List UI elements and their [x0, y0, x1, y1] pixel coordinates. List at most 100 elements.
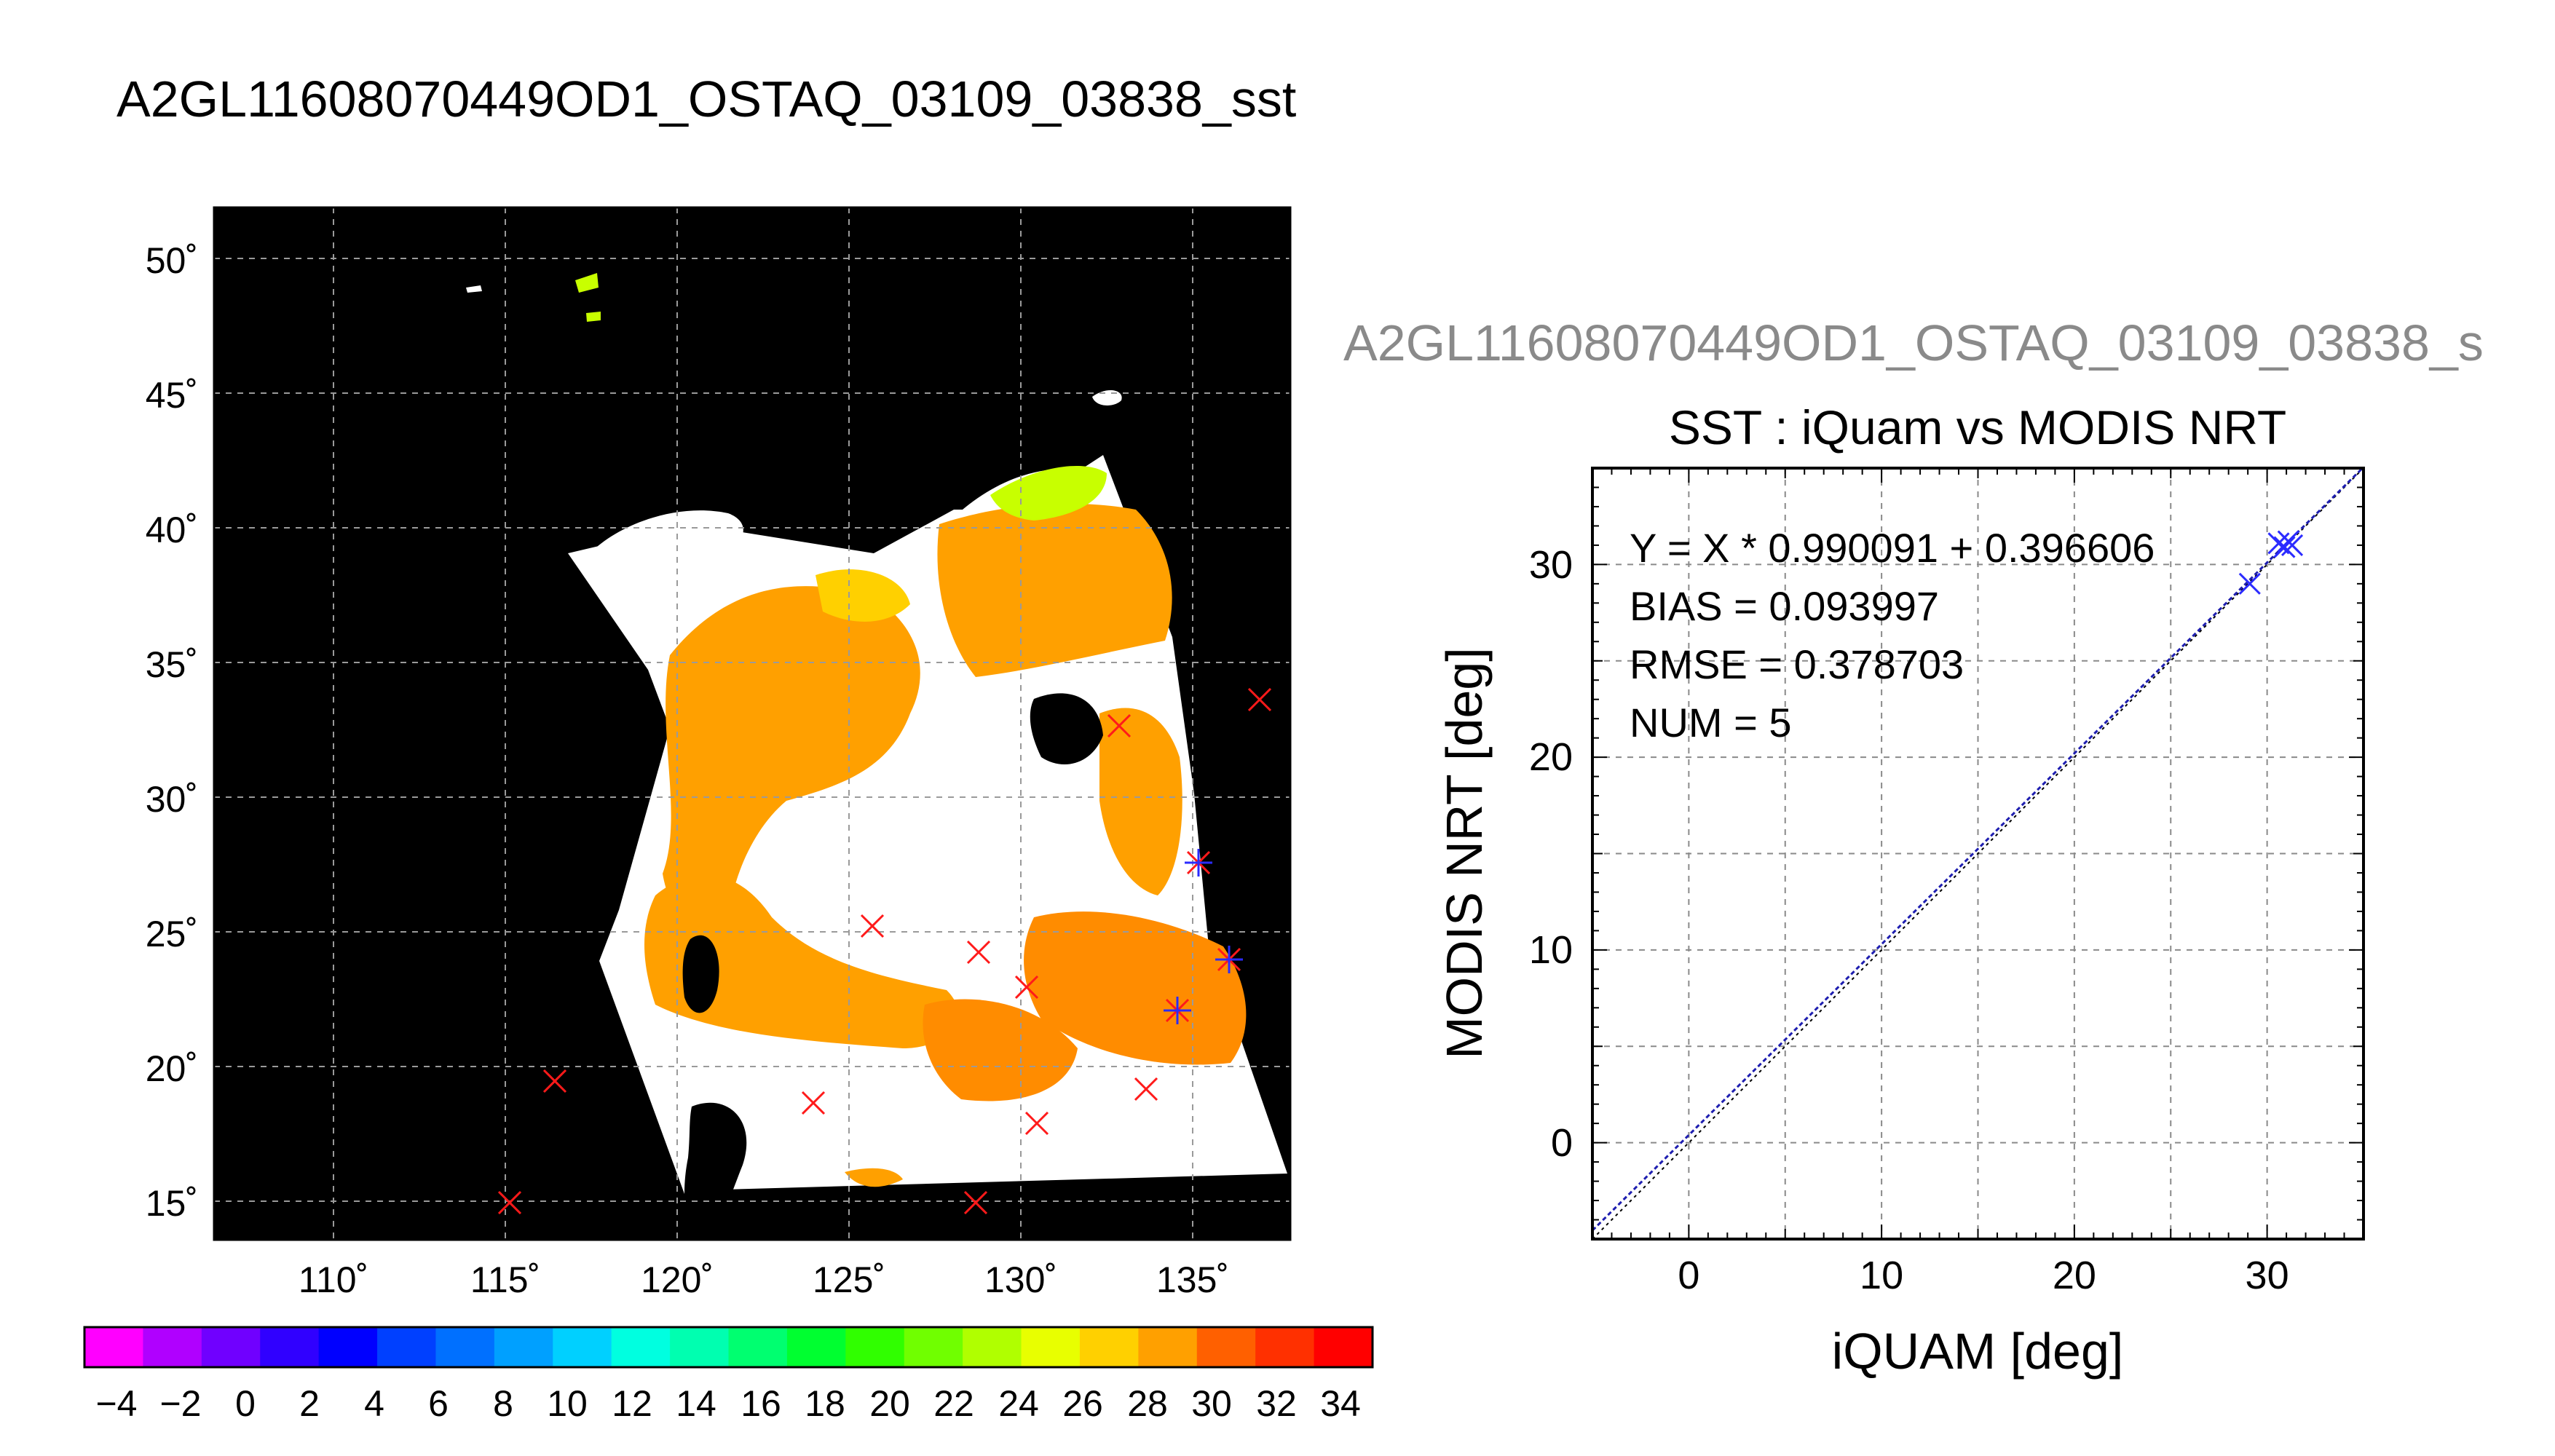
x-tick-label: 0 [1678, 1254, 1699, 1297]
colorbar-label: −2 [159, 1383, 201, 1424]
lat-axis: 50˚ 45˚ 40˚ 35˚ 30˚ 25˚ 20˚ 15˚ [146, 240, 198, 1224]
insitu-marker [1024, 1111, 1049, 1136]
scatter-points [2238, 530, 2304, 595]
x-tick-label: 10 [1860, 1254, 1903, 1297]
matchup-marker [1185, 849, 1212, 877]
sst-patch-north [575, 273, 599, 293]
insitu-marker [1107, 713, 1132, 738]
map-grid [213, 206, 1292, 1241]
insitu-marker-stroke [1014, 975, 1039, 1000]
land-fragment [1092, 389, 1122, 405]
colorbar-segment [1196, 1327, 1256, 1367]
colorbar-label: 24 [998, 1383, 1039, 1424]
scatter-point-stroke [2238, 572, 2261, 595]
insitu-marker-stroke [1024, 1111, 1049, 1136]
colorbar-label: 8 [493, 1383, 513, 1424]
colorbar-segment [435, 1327, 495, 1367]
fit-equation: Y = X * 0.990091 + 0.396606 [1630, 525, 2155, 571]
lat-label: 15˚ [146, 1183, 198, 1224]
scatter-point [2267, 532, 2290, 555]
insitu-marker [1134, 1077, 1158, 1101]
x-axis-label: iQUAM [deg] [1832, 1323, 2124, 1380]
map-frame [213, 206, 1292, 1241]
colorbar-label: 2 [299, 1383, 320, 1424]
sst-yellow-sea-north [816, 569, 910, 622]
lon-label: 120˚ [641, 1259, 714, 1300]
insitu-marker-stroke [860, 914, 885, 938]
identity-line [1592, 468, 2364, 1239]
land-taiwan [682, 935, 719, 1013]
insitu-marker-stroke [542, 1069, 567, 1093]
matchup-marker [1215, 946, 1243, 973]
lat-label: 20˚ [146, 1048, 198, 1089]
colorbar [83, 1326, 1374, 1369]
y-tick-label: 30 [1529, 543, 1573, 587]
insitu-marker [1247, 687, 1272, 712]
sst-map [213, 206, 1292, 1241]
scatter-title: SST : iQuam vs MODIS NRT [1669, 400, 2286, 454]
sst-patch-north2 [586, 312, 601, 322]
colorbar-label: 22 [933, 1383, 974, 1424]
colorbar-label: 4 [364, 1383, 384, 1424]
colorbar-segment [904, 1327, 963, 1367]
plot-frame [1591, 467, 2365, 1241]
bias-stat: BIAS = 0.093997 [1630, 583, 1939, 629]
y-tick-label: 10 [1529, 928, 1573, 972]
scatter-plot [1591, 467, 2365, 1241]
insitu-marker-stroke [1247, 687, 1272, 712]
cloud-speck [466, 285, 482, 293]
lon-label: 110˚ [299, 1259, 368, 1300]
y-tick-label: 20 [1529, 735, 1573, 779]
x-tick-label: 30 [2246, 1254, 2289, 1297]
sst-far-south [845, 1168, 903, 1187]
sst-philippine-sea [1024, 911, 1247, 1065]
scatter-point-stroke [2267, 532, 2290, 555]
lat-label: 30˚ [146, 779, 198, 820]
colorbar-label: 26 [1062, 1383, 1103, 1424]
lon-label: 115˚ [470, 1259, 540, 1300]
colorbar-label: 18 [805, 1383, 845, 1424]
colorbar-label: 34 [1320, 1383, 1361, 1424]
colorbar-label: 14 [676, 1383, 716, 1424]
scatter-point-stroke [2273, 536, 2296, 558]
lat-label: 50˚ [146, 240, 198, 281]
colorbar-segment [1079, 1327, 1139, 1367]
stats-box: Y = X * 0.990091 + 0.396606 BIAS = 0.093… [1630, 525, 2155, 745]
matchup-marker [1164, 997, 1191, 1024]
colorbar-segment [963, 1327, 1022, 1367]
insitu-marker [966, 940, 991, 965]
colorbar-segment [201, 1327, 261, 1367]
insitu-marker [542, 1069, 567, 1093]
y-tick-labels: 0 10 20 30 [1529, 543, 1573, 1165]
colorbar-label: 20 [869, 1383, 910, 1424]
colorbar-segment [377, 1327, 437, 1367]
colorbar-label: 0 [235, 1383, 256, 1424]
colorbar-segment [1314, 1327, 1373, 1367]
x-tick-label: 20 [2053, 1254, 2096, 1297]
colorbar-label: 12 [612, 1383, 652, 1424]
insitu-marker-stroke [963, 1190, 988, 1215]
scatter-subtitle: A2GL11608070449OD1_OSTAQ_03109_03838_s [1343, 314, 2484, 371]
lat-label: 35˚ [146, 644, 198, 685]
colorbar-segment [143, 1327, 202, 1367]
lat-label: 40˚ [146, 510, 198, 550]
lat-label: 25˚ [146, 914, 198, 954]
colorbar-frame [83, 1326, 1374, 1369]
colorbar-segment [84, 1327, 144, 1367]
y-axis-label: MODIS NRT [deg] [1436, 647, 1493, 1059]
insitu-marker-stroke [497, 1190, 522, 1215]
sst-japan-sea-cool [990, 466, 1107, 521]
scatter-point [2238, 572, 2261, 595]
lon-axis: 110˚ 115˚ 120˚ 125˚ 130˚ 135˚ [299, 1259, 1229, 1300]
insitu-marker [1014, 975, 1039, 1000]
colorbar-label: −4 [95, 1383, 137, 1424]
x-tick-labels: 0 10 20 30 [1678, 1254, 2289, 1297]
colorbar-segment [1138, 1327, 1198, 1367]
colorbar-segment [845, 1327, 905, 1367]
colorbar-segment [670, 1327, 730, 1367]
colorbar-label: 16 [741, 1383, 781, 1424]
colorbar-label: 10 [547, 1383, 588, 1424]
colorbar-segment [494, 1327, 553, 1367]
colorbar-label: 28 [1127, 1383, 1168, 1424]
